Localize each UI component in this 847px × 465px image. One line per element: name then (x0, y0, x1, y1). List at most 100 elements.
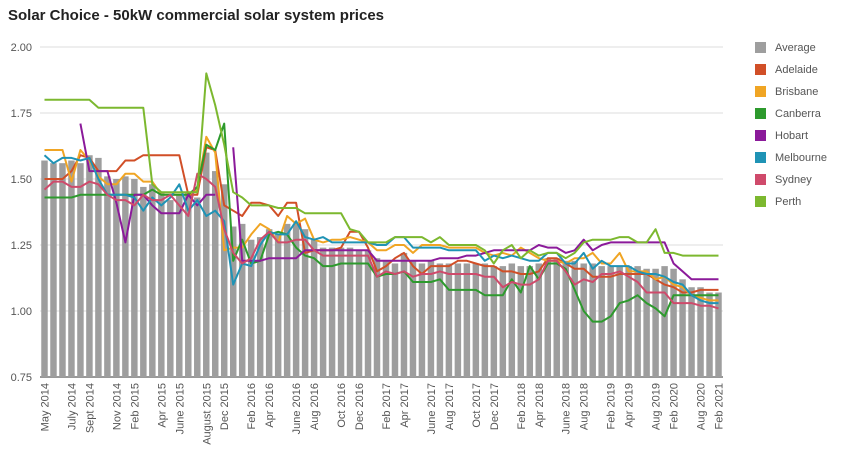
bar-average (706, 292, 713, 377)
x-tick-label: Aug 2019 (651, 383, 663, 430)
bar-average (104, 176, 111, 377)
legend-label-hobart: Hobart (775, 130, 808, 142)
x-tick-label: June 2016 (291, 383, 303, 434)
x-tick-label: Oct 2016 (336, 383, 348, 428)
bar-average (301, 229, 309, 377)
x-tick-label: Dec 2015 (219, 383, 231, 430)
bar-average (562, 260, 569, 377)
legend-swatch-adelaide (755, 64, 766, 75)
legend-swatch-sydney (755, 174, 766, 185)
bar-average (319, 247, 327, 377)
legend-label-melbourne: Melbourne (775, 152, 827, 164)
bar-average (149, 184, 156, 377)
line-adelaide (44, 146, 719, 294)
bar-average (364, 250, 372, 377)
x-tick-label: Apr 2019 (624, 383, 636, 428)
bar-average (167, 200, 174, 377)
bar-average (355, 250, 363, 377)
bar-average (436, 263, 444, 377)
bar-average (526, 266, 534, 377)
line-canberra (44, 122, 719, 323)
x-tick-label: Feb 2017 (381, 383, 393, 429)
bar-average (212, 171, 219, 377)
bar-average (265, 229, 273, 377)
bar-average (229, 226, 237, 377)
bar-average (400, 252, 408, 377)
bar-average (292, 223, 300, 377)
legend-swatch-brisbane (755, 86, 766, 97)
bar-average (634, 266, 641, 377)
bar-average (256, 237, 264, 377)
legend-swatch-perth (755, 196, 766, 207)
y-tick-label: 2.00 (11, 42, 32, 54)
bar-average (158, 192, 165, 377)
bar-average (553, 258, 560, 377)
bar-average (50, 163, 57, 377)
x-tick-label: Apr 2018 (534, 383, 546, 428)
y-tick-label: 1.00 (11, 306, 32, 318)
x-tick-label: Aug 2020 (696, 383, 708, 430)
x-tick-label: Dec 2016 (354, 383, 366, 430)
bar-average (517, 266, 525, 377)
bar-average (535, 263, 543, 377)
bar-average (238, 223, 246, 377)
x-tick-label: Feb 2015 (129, 383, 141, 429)
x-tick-label: Aug 2018 (579, 383, 591, 430)
x-tick-label: Sept 2014 (84, 383, 96, 433)
chart-title: Solar Choice - 50kW commercial solar sys… (8, 7, 385, 24)
legend-swatch-hobart (755, 130, 766, 141)
bar-average (373, 258, 381, 377)
bar-average (247, 239, 255, 377)
bar-average (140, 186, 147, 377)
bar-average (427, 260, 435, 377)
bar-average (580, 263, 587, 377)
x-tick-label: Dec 2017 (489, 383, 501, 430)
bar-average (86, 155, 93, 377)
bar-average (571, 260, 578, 377)
bar-average (472, 263, 480, 377)
bar-average (274, 234, 282, 377)
bar-average (203, 152, 210, 377)
bar-average (616, 266, 623, 377)
line-perth (44, 72, 719, 265)
bar-average (670, 268, 677, 377)
line-sydney (43, 172, 719, 310)
y-tick-label: 0.75 (11, 372, 32, 384)
line-melbourne (43, 154, 719, 305)
bar-average (176, 194, 183, 377)
bar-average (220, 184, 228, 377)
x-tick-label: July 2014 (66, 383, 78, 430)
bar-average (95, 157, 102, 377)
x-tick-label: Apr 2017 (399, 383, 411, 428)
bar-average (409, 260, 417, 377)
x-tick-label: Aug 2016 (309, 383, 321, 430)
bar-average (544, 258, 551, 377)
legend-label-brisbane: Brisbane (775, 86, 818, 98)
bar-average (463, 263, 471, 377)
legend-label-adelaide: Adelaide (775, 64, 818, 76)
bar-average (59, 163, 66, 377)
bar-average (391, 263, 399, 377)
bar-average (68, 160, 75, 377)
bar-average (283, 223, 291, 377)
bar-average (679, 279, 686, 377)
x-tick-label: Oct 2017 (471, 383, 483, 428)
bar-average (625, 266, 632, 377)
bar-average (194, 197, 201, 377)
legend-swatch-canberra (755, 108, 766, 119)
bar-average (185, 192, 192, 377)
bar-average (697, 287, 704, 377)
y-tick-label: 1.75 (11, 108, 32, 120)
legend-swatch-average (755, 42, 766, 53)
bar-average (490, 266, 498, 377)
bar-average (328, 247, 336, 377)
legend-swatch-melbourne (755, 152, 766, 163)
bar-average (346, 247, 354, 377)
bar-average (499, 266, 507, 377)
bar-average (454, 263, 462, 377)
bar-average (643, 268, 650, 377)
x-tick-label: Feb 2021 (714, 383, 726, 429)
bar-average (41, 160, 48, 377)
x-tick-label: June 2017 (426, 383, 438, 434)
